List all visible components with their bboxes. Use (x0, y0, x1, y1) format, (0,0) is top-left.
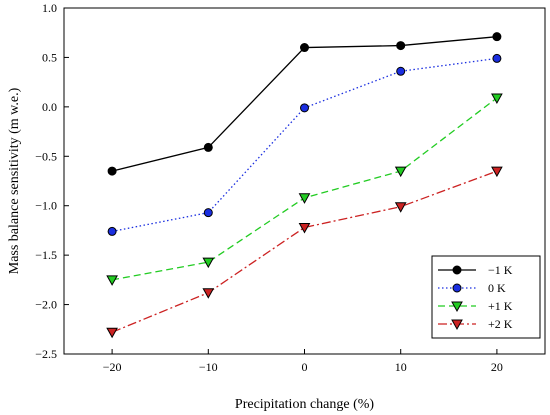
legend-marker (451, 319, 463, 331)
legend-box (431, 255, 541, 339)
x-axis-ticks: −20 −10 0 10 20 (103, 349, 503, 374)
legend-label: +2 K (488, 317, 513, 331)
legend: −1 K 0 K +1 K +2 K (431, 255, 541, 339)
data-point (203, 208, 213, 218)
series-line (111, 97, 498, 281)
data-point (298, 193, 311, 204)
y-tick-label: 0.5 (42, 50, 57, 64)
y-tick-label: 1.0 (42, 1, 57, 15)
x-tick-label: −10 (199, 360, 218, 374)
data-point (492, 32, 502, 42)
data-point (492, 53, 502, 63)
data-point (491, 93, 503, 104)
data-point (300, 103, 309, 113)
data-point (106, 275, 118, 286)
data-point (107, 166, 117, 176)
series-0 (107, 32, 502, 176)
data-point (106, 327, 118, 339)
y-tick-label: −2.0 (35, 298, 57, 312)
x-tick-label: −20 (103, 360, 122, 374)
data-point (394, 202, 407, 213)
series-line (111, 170, 498, 333)
data-point (300, 43, 309, 53)
legend-label: −1 K (488, 263, 513, 277)
data-point (394, 166, 407, 178)
series-layer (106, 32, 503, 339)
data-point (203, 142, 213, 152)
x-tick-label: 0 (302, 360, 308, 374)
data-point (202, 288, 215, 299)
series-1 (107, 53, 502, 236)
data-point (491, 166, 503, 178)
x-axis-title: Precipitation change (%) (235, 397, 375, 412)
data-point (396, 41, 406, 51)
x-tick-label: 20 (491, 360, 503, 374)
y-axis-title: Mass balance sensitivity (m w.e.) (7, 87, 22, 274)
y-tick-label: 0.0 (42, 100, 57, 114)
y-axis-ticks: −2.5 −2.0 −1.5 −1.0 −0.5 0.0 0.5 1.0 (35, 1, 69, 361)
legend-label: +1 K (488, 299, 513, 313)
legend-label: 0 K (488, 281, 506, 295)
data-point (202, 257, 215, 269)
data-point (107, 226, 117, 236)
y-tick-label: −0.5 (35, 149, 57, 163)
legend-marker (452, 283, 462, 293)
series-line (111, 57, 497, 233)
x-tick-label: 10 (395, 360, 407, 374)
series-3 (106, 166, 503, 339)
y-tick-label: −1.5 (35, 248, 57, 262)
legend-marker (451, 301, 463, 313)
y-tick-label: −2.5 (35, 347, 57, 361)
legend-marker (452, 265, 462, 275)
data-point (298, 222, 311, 234)
data-point (396, 66, 406, 76)
y-tick-label: −1.0 (35, 199, 57, 213)
series-2 (106, 93, 503, 286)
